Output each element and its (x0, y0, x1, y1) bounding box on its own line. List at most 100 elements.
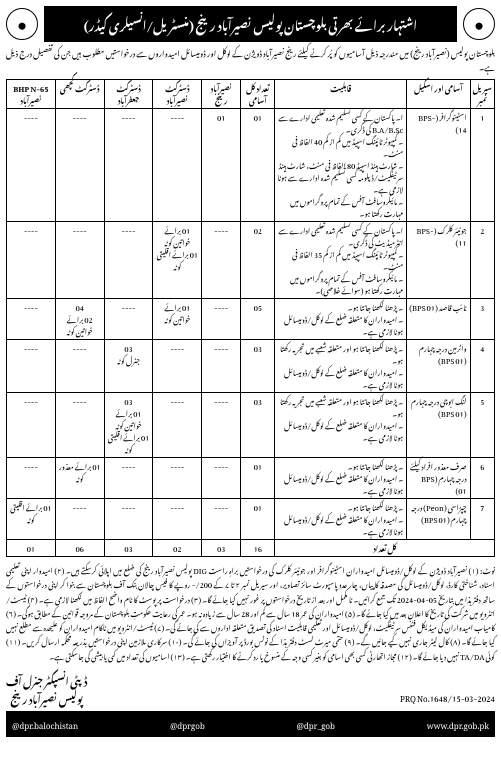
header: ⬤ اشتہار برائے بھرتی بلوچستان پولیس نصیر… (6, 6, 495, 42)
cell-total: 01 (241, 109, 275, 222)
col-d3: ڈسٹرکٹ کچھی (55, 80, 104, 109)
cell-total: 03 (241, 393, 275, 458)
cell-d3: ---- (55, 222, 104, 299)
cell-d1: 01 برائے خواتین کوٹہ (153, 299, 202, 340)
cell-d2: 03 جنرل کوٹہ (104, 340, 153, 393)
col-d4: BHP N-65 نصیرآباد (7, 80, 56, 109)
link-tw: @dpr_gob (296, 714, 334, 734)
sig-line2: پولیس نصیرآباد رینج (6, 689, 87, 707)
cell-sn: 7 (470, 499, 494, 540)
cell-d1: ---- (153, 340, 202, 393)
total-d4: 01 (7, 540, 56, 557)
cell-total: 01 (241, 458, 275, 499)
cell-range: ---- (202, 299, 241, 340)
col-serial: سیریل نمبر (470, 80, 494, 109)
cell-total: 02 (241, 222, 275, 299)
bottom-bar: www.dpr.gob.pk @dpr_gob @dprgob @dpr.bal… (6, 711, 495, 737)
cell-post: اسٹینوگرافر (BPS-14) (407, 109, 470, 222)
cell-post: چپڑاسی (Peon) درجہ چہارم (BPS 01) (407, 499, 470, 540)
table-row: 4واٹرمین درجہ چہارم (BPS 01)۔ پڑھنا لکھن… (7, 340, 495, 393)
cell-sn: 6 (470, 458, 494, 499)
cell-range: ---- (202, 340, 241, 393)
cell-d1: ---- (153, 393, 202, 458)
total-total: 16 (241, 540, 275, 557)
table-row: 6صرف معذور افراد کیلئے درجہ چہارم (BPS 0… (7, 458, 495, 499)
cell-d3: ---- (55, 340, 104, 393)
cell-total: 05 (241, 299, 275, 340)
total-d3: 06 (55, 540, 104, 557)
logo-right: ⬤ (463, 8, 495, 40)
cell-qual: ا۔ پاکستان کے کسی تسلیم شدہ تعلیمی ادارے… (275, 109, 407, 222)
cell-post: جونیئر کلرک (BPS-11) (407, 222, 470, 299)
table-row: 7چپڑاسی (Peon) درجہ چہارم (BPS 01)۔ پڑھن… (7, 499, 495, 540)
cell-d2: ---- (104, 458, 153, 499)
cell-qual: ا۔ پاکستان کے کسی تسلیم شدہ تعلیمی ادارے… (275, 222, 407, 299)
cell-post: لنگ ابوچی درجہ چہارم (BPS 01) (407, 393, 470, 458)
cell-d2: 03 01 برائے خواتین کوٹہ 01 برائے اقلیتی … (104, 393, 153, 458)
cell-range: ---- (202, 458, 241, 499)
cell-qual: ۔ پڑھنا لکھنا جانتا ہو۔ ۔ امیدواران کا م… (275, 299, 407, 340)
table-row: 5لنگ ابوچی درجہ چہارم (BPS 01)۔ پڑھنا لک… (7, 393, 495, 458)
cell-qual: ۔ پڑھنا لکھنا جانتا ہو۔ ۔ امیدواران کا م… (275, 499, 407, 540)
cell-d4: ---- (7, 340, 56, 393)
cell-sn: 5 (470, 393, 494, 458)
cell-d1: ---- (153, 499, 202, 540)
cell-d4: ---- (7, 222, 56, 299)
cell-post: نائب قاصد (BPS 01) (407, 299, 470, 340)
table-header-row: سیریل نمبر آسامی اور اسکیل قابلیت تعداد … (7, 80, 495, 109)
cell-total: 03 (241, 340, 275, 393)
cell-sn: 2 (470, 222, 494, 299)
cell-qual: ۔ پڑھنا لکھنا جانتا ہو اور متعلقہ شعبے م… (275, 340, 407, 393)
signature-block: ڈپٹی انسپکٹر جنرل آف پولیس نصیرآباد رینج (6, 671, 87, 707)
table-row: 1اسٹینوگرافر (BPS-14)ا۔ پاکستان کے کسی ت… (7, 109, 495, 222)
col-qual: قابلیت (275, 80, 407, 109)
cell-sn: 4 (470, 340, 494, 393)
total-label: کل تعداد (275, 540, 495, 557)
notes-text: نوٹ: (۱) نصیرآباد ڈویژن کے لوکل/ڈومیسائل… (6, 563, 495, 663)
main-title: اشتہار برائے بھرتی بلوچستان پولیس نصیرآب… (44, 6, 457, 42)
total-range: 03 (202, 540, 241, 557)
cell-sn: 3 (470, 299, 494, 340)
cell-qual: ۔ پڑھنا لکھنا جانتا ہو۔ ۔ امیدواران کا م… (275, 458, 407, 499)
intro-text: بلوچستان پولیس (نصیرآباد رینج) میں مندرج… (6, 46, 495, 73)
cell-d1: ---- (153, 109, 202, 222)
total-d1: 02 (153, 540, 202, 557)
cell-d3: 04 02 برائے خواتین کوٹہ (55, 299, 104, 340)
cell-d2: ---- (104, 109, 153, 222)
cell-d3: ---- (55, 393, 104, 458)
cell-d2: ---- (104, 222, 153, 299)
col-post: آسامی اور اسکیل (407, 80, 470, 109)
link-web: www.dpr.gob.pk (427, 714, 489, 734)
cell-range: ---- (202, 499, 241, 540)
logo-left: ⬤ (6, 8, 38, 40)
cell-qual: ۔ پڑھنا لکھنا جانتا ہو اور متعلقہ شعبے م… (275, 393, 407, 458)
cell-d2: ---- (104, 499, 153, 540)
cell-d4: ---- (7, 393, 56, 458)
cell-range: ---- (202, 393, 241, 458)
cell-post: صرف معذور افراد کیلئے درجہ چہارم (BPS 01… (407, 458, 470, 499)
cell-post: واٹرمین درجہ چہارم (BPS 01) (407, 340, 470, 393)
jobs-table: سیریل نمبر آسامی اور اسکیل قابلیت تعداد … (6, 79, 495, 557)
table-row: 2جونیئر کلرک (BPS-11)ا۔ پاکستان کے کسی ت… (7, 222, 495, 299)
cell-d4: ---- (7, 458, 56, 499)
cell-d4: ---- (7, 299, 56, 340)
cell-d4: 01 برائے اقلیتی کوٹہ (7, 499, 56, 540)
cell-d2: ---- (104, 299, 153, 340)
cell-d1: 01 برائے خواتین کوٹہ 01 برائے اقلیتی کوٹ… (153, 222, 202, 299)
cell-range: 01 (202, 109, 241, 222)
col-range: نصیرآباد رینج (202, 80, 241, 109)
prq-number: PRQ No.1648/15-03-2024 (400, 687, 495, 707)
cell-d3: ---- (55, 499, 104, 540)
link-fb: @dprgob (170, 714, 205, 734)
cell-total: 01 (241, 499, 275, 540)
col-d1: ڈسٹرکٹ نصیرآباد (153, 80, 202, 109)
cell-d3: ---- (55, 109, 104, 222)
cell-d4: ---- (7, 109, 56, 222)
link-ig: @dpr.balochistan (12, 714, 78, 734)
cell-range: ---- (202, 222, 241, 299)
cell-sn: 1 (470, 109, 494, 222)
cell-d3: 01 برائے معذور کوٹہ (55, 458, 104, 499)
cell-d1: ---- (153, 458, 202, 499)
col-d2: ڈسٹرکٹ جعفرآباد (104, 80, 153, 109)
table-row: 3نائب قاصد (BPS 01)۔ پڑھنا لکھنا جانتا ہ… (7, 299, 495, 340)
